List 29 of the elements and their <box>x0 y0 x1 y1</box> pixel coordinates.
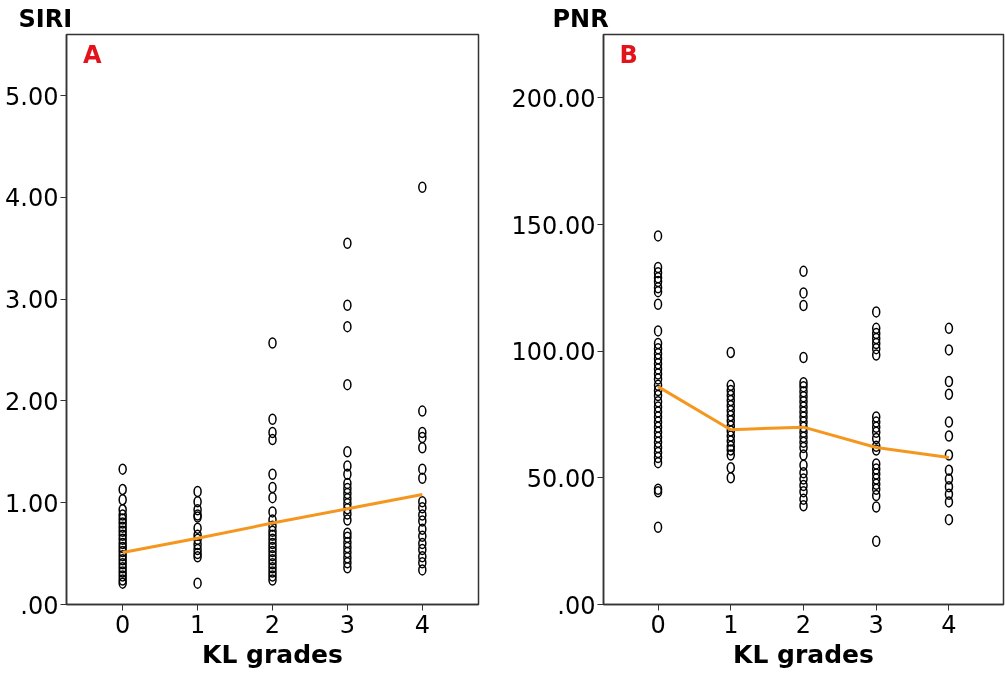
x-tick-label: 3 <box>868 610 884 639</box>
x-tick-label: 1 <box>189 610 206 639</box>
y-tick-label: 4.00 <box>5 184 59 213</box>
x-tick-label: 0 <box>650 610 666 639</box>
annotation: B <box>619 41 638 70</box>
x-tick-label: 3 <box>339 610 356 639</box>
y-tick-label: 2.00 <box>5 387 59 416</box>
x-axis-title: KL grades <box>733 639 874 669</box>
y-tick-label: 1.00 <box>5 489 59 518</box>
x-tick-label: 1 <box>723 610 739 639</box>
x-axis-title: KL grades <box>202 639 343 669</box>
x-tick-label: 0 <box>115 610 131 639</box>
line-series <box>121 493 424 555</box>
annotation: A <box>82 41 102 70</box>
y-tick-label: .00 <box>20 591 59 620</box>
y-axis-title: PNR <box>552 4 609 33</box>
y-tick-label: 5.00 <box>5 82 59 111</box>
line-series <box>656 385 951 460</box>
y-tick-label: 200.00 <box>511 84 596 113</box>
y-tick-label: 3.00 <box>5 286 59 315</box>
x-tick-label: 4 <box>941 610 957 639</box>
y-tick-label: 50.00 <box>526 464 596 493</box>
y-tick-label: .00 <box>557 591 596 620</box>
y-tick-label: 100.00 <box>511 338 596 367</box>
x-tick-label: 2 <box>264 610 281 639</box>
y-axis-title: SIRI <box>18 4 73 33</box>
x-tick-label: 2 <box>795 610 812 639</box>
x-tick-label: 4 <box>414 610 430 639</box>
y-tick-label: 150.00 <box>511 211 596 240</box>
